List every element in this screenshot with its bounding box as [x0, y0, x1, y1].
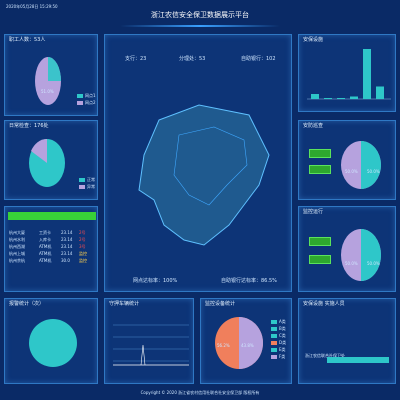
left-pie-1-label: 51.0%: [41, 89, 54, 94]
left-panel-3-bar: [8, 212, 96, 220]
left-panel-2-title: 日常检查：176处: [9, 123, 49, 129]
table-cell: 杭州水利: [9, 237, 25, 242]
right-panel-2: 安防巡查 50.0% 50.0%: [298, 120, 396, 200]
table-cell: 监控: [79, 258, 87, 263]
map-footer-b: 自助银行达标率：86.5%: [221, 278, 277, 284]
bar: [363, 49, 371, 99]
green-button[interactable]: [309, 149, 331, 158]
bar: [350, 96, 358, 99]
table-cell: 23.14: [61, 251, 73, 256]
left-panel-4: 报警统计（次）: [4, 298, 98, 384]
bottom-pie: [215, 317, 263, 369]
right-pie-1-left: 50.0%: [345, 169, 358, 174]
table-cell: 23.14: [61, 244, 73, 249]
left-panel-2-legend: 正常 异常: [79, 177, 95, 191]
page-footer: Copyright © 2020 浙江省农村信用社联合社安全保卫部 版权所有: [140, 390, 260, 395]
stat-main: 支行：23: [125, 56, 147, 62]
bottom-panel-3-bar: [327, 357, 389, 363]
right-bar-chart: [307, 49, 391, 100]
green-button[interactable]: [309, 165, 331, 174]
legend-label: 异常: [87, 184, 95, 189]
green-button[interactable]: [309, 255, 331, 264]
map-footer-a: 网点达标率：100%: [133, 278, 178, 284]
left-pie-1: [35, 57, 61, 105]
legend-label: B类: [279, 326, 286, 331]
right-panel-3-title: 监控运行: [303, 209, 324, 215]
right-pie-2-right: 50.0%: [367, 261, 380, 266]
legend-label: C类: [279, 333, 286, 338]
table-row: 杭州上城 ATM机 23.14 监控: [9, 250, 95, 257]
left-panel-4-title: 报警统计（次）: [9, 301, 45, 307]
bar: [337, 98, 345, 99]
table-cell: 23.14: [61, 237, 73, 242]
bottom-line-chart: [113, 324, 189, 366]
table-cell: 入库卡: [39, 237, 51, 242]
bottom-pie-left: 56.2%: [217, 343, 230, 348]
right-pie-2-left: 50.0%: [345, 261, 358, 266]
right-pie-2: [341, 229, 381, 281]
left-panel-3: 杭州大厦 工资卡 23.14 2号 杭州水利 入库卡 23.14 2号 杭州西湖…: [4, 206, 98, 292]
table-cell: 2号: [79, 230, 86, 235]
legend-label: 正常: [87, 177, 95, 182]
left-panel-2: 日常检查：176处 正常 异常: [4, 120, 98, 200]
bottom-panel-3: 安保设施 实施人员 浙江农信联合社保卫处: [298, 298, 396, 384]
bar: [324, 98, 332, 99]
legend-label: 网点2: [85, 100, 96, 105]
bar: [311, 94, 319, 99]
center-map-panel: 支行：23 分理处：53 自助银行：102 网点达标率：100% 自助银行达标率…: [104, 34, 292, 292]
table-cell: 杭州余杭: [9, 258, 25, 263]
legend-label: E类: [279, 347, 286, 352]
bar: [376, 86, 384, 99]
bottom-pie-legend: A类 B类 C类 D类 E类 F类: [271, 319, 286, 361]
table-cell: 工资卡: [39, 230, 51, 235]
legend-label: F类: [279, 354, 286, 359]
table-row: 杭州水利 入库卡 23.14 2号: [9, 236, 95, 243]
table-cell: ATM机: [39, 258, 52, 263]
right-panel-2-title: 安防巡查: [303, 123, 324, 129]
table-row: 杭州大厦 工资卡 23.14 2号: [9, 229, 95, 236]
stat-branch: 分理处：53: [179, 56, 206, 62]
bottom-panel-2-title: 监控设备统计: [205, 301, 236, 307]
table-cell: 23.14: [61, 230, 73, 235]
table-cell: ATM机: [39, 251, 52, 256]
bottom-pie-right: 43.8%: [241, 343, 254, 348]
header-datetime: 2020年05月28日 15:29:50: [6, 4, 58, 9]
table-cell: 监控: [79, 251, 87, 256]
table-cell: 30.0: [61, 258, 70, 263]
table-row: 杭州西湖 ATM机 23.14 3号: [9, 243, 95, 250]
bottom-panel-2: 监控设备统计 56.2% 43.8% A类 B类 C类 D类 E类 F类: [200, 298, 292, 384]
bottom-panel-3-title: 安保设施 实施人员: [303, 301, 345, 307]
left-panel-1-title: 职工人数：53人: [9, 37, 46, 43]
left-pie-2: [29, 138, 65, 187]
right-pie-1-right: 50.0%: [367, 169, 380, 174]
right-panel-1-title: 安保设施: [303, 37, 324, 43]
table-cell: 杭州大厦: [9, 230, 25, 235]
header-underline: [120, 25, 280, 27]
table-row: 杭州余杭 ATM机 30.0 监控: [9, 257, 95, 264]
table-cell: 杭州西湖: [9, 244, 25, 249]
right-panel-3: 监控运行 50.0% 50.0%: [298, 206, 396, 292]
bottom-panel-1: 守押车辆统计: [104, 298, 194, 384]
table-cell: 3号: [79, 244, 86, 249]
header-title: 浙江农信安全保卫数据展示平台: [151, 11, 249, 19]
right-pie-1: [341, 141, 381, 189]
legend-label: A类: [279, 319, 286, 324]
right-panel-1: 安保设施: [298, 34, 396, 112]
left-pie-3: [29, 319, 77, 367]
table-cell: 2号: [79, 237, 86, 242]
bottom-panel-1-title: 守押车辆统计: [109, 301, 140, 307]
legend-label: 网点1: [85, 93, 96, 98]
left-panel-1: 职工人数：53人 51.0% 网点1 网点2: [4, 34, 98, 116]
table-cell: ATM机: [39, 244, 52, 249]
left-table: 杭州大厦 工资卡 23.14 2号 杭州水利 入库卡 23.14 2号 杭州西湖…: [9, 229, 95, 264]
left-panel-1-legend: 网点1 网点2: [77, 93, 96, 107]
legend-label: D类: [279, 340, 287, 345]
green-button[interactable]: [309, 237, 331, 246]
map-graphic: [138, 104, 270, 246]
stat-self: 自助银行：102: [241, 56, 276, 62]
bottom-panel-3-item: 浙江农信联合社保卫处: [305, 353, 345, 358]
table-cell: 杭州上城: [9, 251, 25, 256]
